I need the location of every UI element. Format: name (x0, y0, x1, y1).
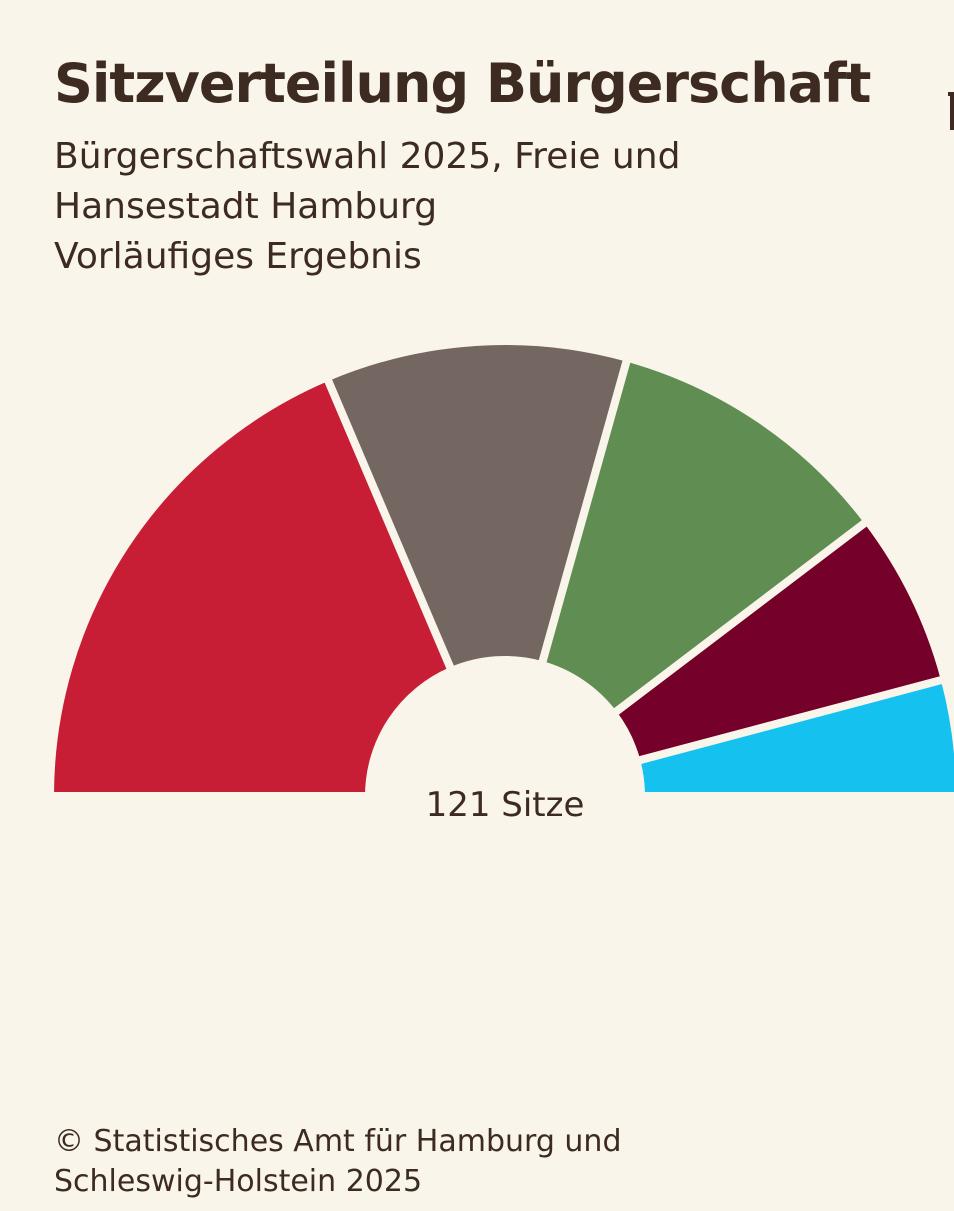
chart-slices (45, 337, 954, 800)
chart-subtitle: Bürgerschaftswahl 2025, Freie und Hanses… (54, 132, 794, 282)
source-line: © Statistisches Amt für Hamburg und (54, 1124, 622, 1159)
subtitle-line: Hansestadt Hamburg (54, 186, 438, 227)
source-line: Schleswig-Holstein 2025 (54, 1164, 423, 1199)
chart-title: Sitzverteilung Bürgerschaft (54, 52, 871, 115)
subtitle-line: Bürgerschaftswahl 2025, Freie und (54, 136, 681, 177)
source-credit: © Statistisches Amt für Hamburg und Schl… (54, 1122, 854, 1202)
subtitle-line: Vorläufiges Ergebnis (54, 236, 422, 277)
total-seats-label: 121 Sitze (426, 785, 585, 825)
seat-slice-5 (631, 674, 954, 800)
seat-slice-2 (321, 337, 633, 677)
seat-slice-1 (45, 372, 457, 800)
seat-distribution-chart: 121 Sitze (45, 337, 954, 825)
seat-slice-3 (536, 352, 874, 720)
edge-mark (946, 88, 954, 130)
